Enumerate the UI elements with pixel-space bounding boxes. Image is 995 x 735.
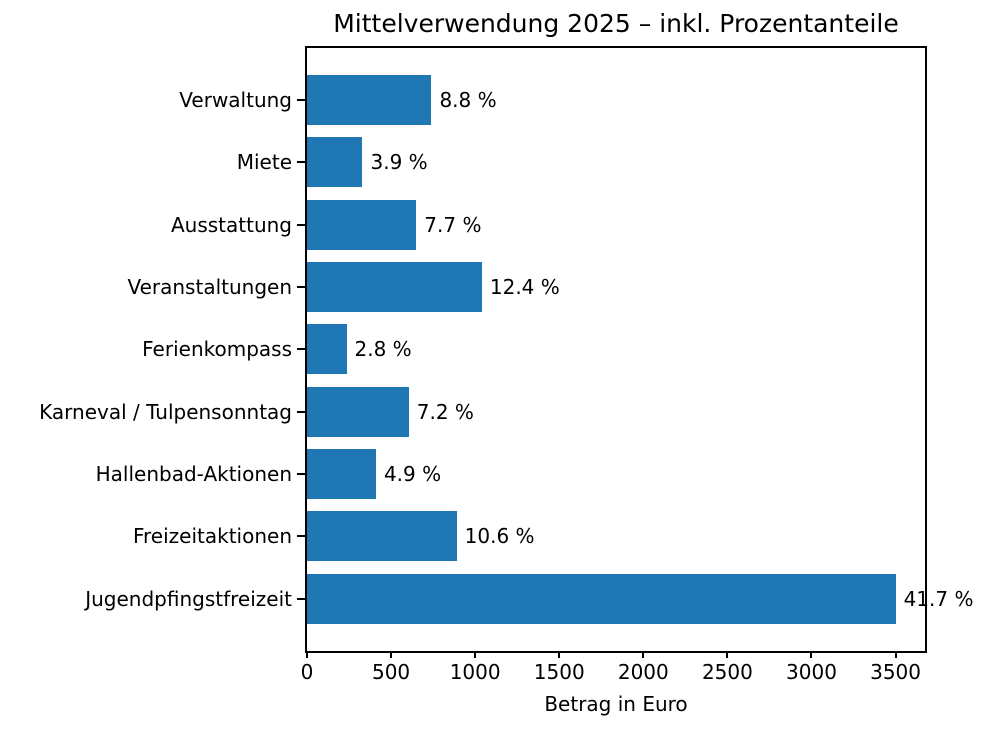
category-label: Veranstaltungen [127, 275, 292, 300]
percent-label: 10.6 % [464, 524, 535, 549]
chart-row: Jugendpfingstfreizeit 41.7 % [0, 568, 995, 630]
chart-row: Karneval / Tulpensonntag 7.2 % [0, 381, 995, 443]
category-label: Jugendpfingstfreizeit [85, 586, 292, 611]
chart-row: Miete 3.9 % [0, 131, 995, 193]
y-tick-mark [297, 473, 305, 476]
bar-jugendpfingstfreizeit [307, 573, 896, 624]
percent-label: 4.9 % [383, 462, 442, 487]
percent-label: 8.8 % [439, 88, 497, 113]
x-axis-label: Betrag in Euro [544, 692, 688, 716]
bar-veranstaltungen [307, 262, 482, 313]
y-tick-mark [297, 223, 305, 226]
chart-row: Veranstaltungen 12.4 % [0, 256, 995, 318]
percent-label: 41.7 % [903, 586, 974, 611]
bar-ausstattung [307, 199, 417, 250]
chart-row: Verwaltung 8.8 % [0, 69, 995, 131]
category-label: Freizeitaktionen [132, 524, 292, 549]
x-tick-label: 2000 [617, 660, 669, 684]
percent-label: 7.2 % [416, 399, 474, 424]
y-tick-mark [297, 535, 305, 538]
x-tick-label: 1500 [533, 660, 585, 684]
chart-row: Ferienkompass 2.8 % [0, 318, 995, 380]
percent-label: 7.7 % [424, 212, 482, 237]
y-tick-mark [297, 410, 305, 413]
category-label: Ferienkompass [142, 337, 292, 362]
y-tick-mark [297, 161, 305, 164]
chart-row: Hallenbad-Aktionen 4.9 % [0, 443, 995, 505]
x-tick-label: 2500 [701, 660, 753, 684]
bar-hallenbad-aktionen [307, 449, 376, 500]
chart-title: Mittelverwendung 2025 – inkl. Prozentant… [333, 9, 899, 38]
bar-freizeitaktionen [307, 511, 457, 562]
bars-container: Verwaltung 8.8 % Miete 3.9 % Ausstattung 7.7 … [0, 48, 995, 651]
bar-karneval-tulpensonntag [307, 386, 409, 437]
category-label: Karneval / Tulpensonntag [39, 399, 292, 424]
category-label: Verwaltung [179, 88, 292, 113]
y-tick-mark [297, 597, 305, 600]
plot-area [305, 46, 927, 653]
bar-ferienkompass [307, 324, 347, 375]
x-tick-label: 3000 [786, 660, 837, 684]
chart-row: Freizeitaktionen 10.6 % [0, 505, 995, 567]
category-label: Ausstattung [170, 212, 292, 237]
bar-miete [307, 137, 363, 188]
percent-label: 3.9 % [370, 150, 428, 175]
x-tick-label: 3500 [870, 660, 922, 684]
x-tick-label: 500 [371, 660, 411, 684]
y-tick-mark [297, 99, 305, 102]
category-label: Hallenbad-Aktionen [95, 462, 292, 487]
percent-label: 2.8 % [354, 337, 412, 362]
x-tick-label: 0 [300, 660, 314, 684]
chart-row: Ausstattung 7.7 % [0, 194, 995, 256]
y-tick-mark [297, 286, 305, 289]
category-label: Miete [236, 150, 292, 175]
x-tick-label: 1000 [449, 660, 501, 684]
percent-label: 12.4 % [489, 275, 560, 300]
bar-verwaltung [307, 75, 432, 126]
y-tick-mark [297, 348, 305, 351]
